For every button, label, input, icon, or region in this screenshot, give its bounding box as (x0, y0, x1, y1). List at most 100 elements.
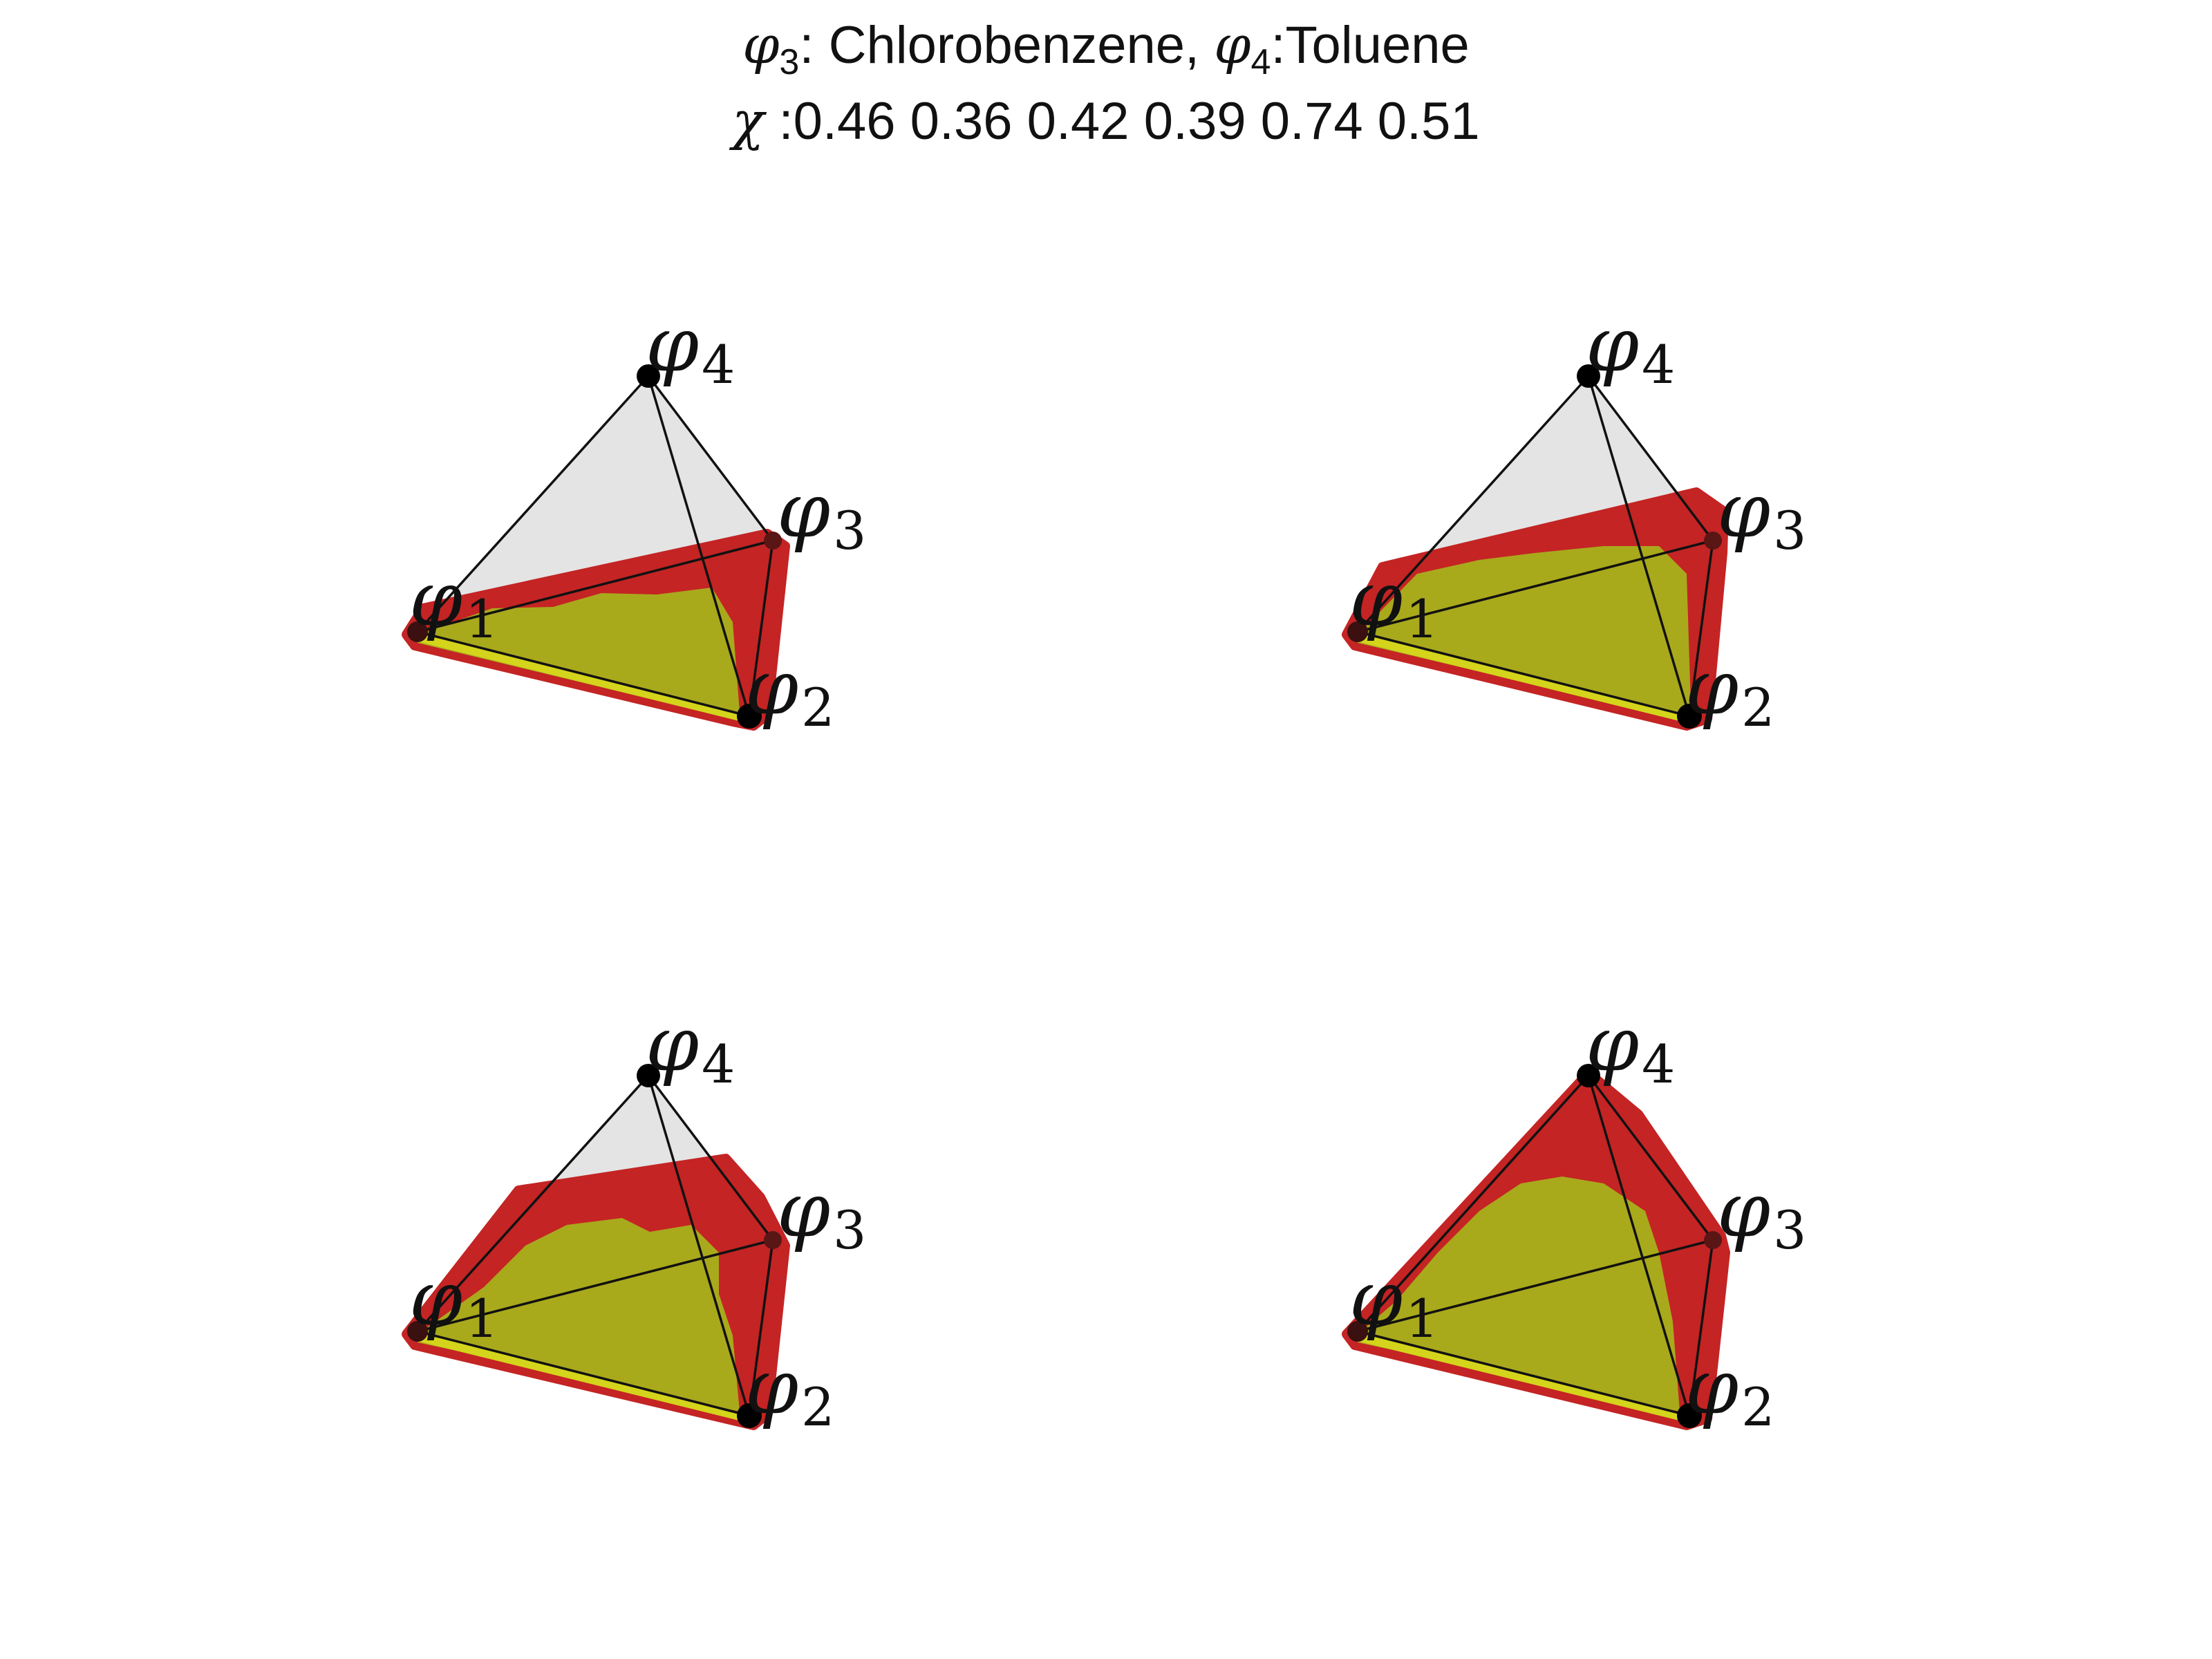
vertex-label-index: 1 (1405, 1288, 1438, 1349)
vertex-v2-dot (737, 704, 762, 729)
title-line-1: φ3: Chlorobenzene, φ4:Toluene (0, 14, 2212, 83)
vertex-label-symbol: φ (1685, 1342, 1738, 1431)
edge-v3-v4 (1587, 1074, 1714, 1241)
vertex-label-symbol: φ (777, 1165, 830, 1254)
phi3-symbol: φ (742, 14, 780, 75)
component-3-name: : Chlorobenzene, (799, 16, 1215, 75)
vertex-label-index: 3 (1773, 1199, 1806, 1261)
vertex-label-index: 4 (1642, 1033, 1675, 1095)
vertex-label-index: 3 (833, 1199, 866, 1261)
edge-v1-v3 (417, 539, 774, 633)
vertex-v2-dot (737, 1403, 762, 1428)
vertex-label-index: 3 (833, 500, 866, 561)
vertex-label-symbol: φ (1717, 466, 1770, 554)
vertex-label-index: 2 (801, 1376, 834, 1438)
phi4-subscript: 4 (1250, 42, 1271, 83)
vertex-label-symbol: φ (409, 554, 462, 643)
vertex-label-index: 1 (465, 588, 498, 650)
vertex-v1-dot (1347, 1321, 1368, 1342)
vertex-v1-dot (407, 621, 428, 642)
title-line-2: χ :0.46 0.36 0.42 0.39 0.74 0.51 (0, 90, 2212, 151)
component-4-name: :Toluene (1271, 16, 1470, 75)
vertex-v1-dot (407, 1321, 428, 1342)
stable-edge-strip (413, 1333, 747, 1421)
edge-v2-v3 (748, 540, 774, 717)
vertex-label-v3: φ3 (1717, 1165, 1806, 1261)
vertex-label-v4: φ4 (1586, 300, 1675, 395)
edge-v2-v3 (748, 1239, 774, 1416)
edge-v1-v2 (417, 1330, 750, 1417)
vertex-v2-dot (1677, 1403, 1702, 1428)
vertex-v3-dot (764, 1231, 782, 1249)
edge-v3-v4 (647, 375, 774, 542)
edge-v2-v4 (647, 375, 751, 717)
edge-v1-v3 (1357, 539, 1714, 633)
vertex-v4-dot (1577, 364, 1600, 388)
vertex-label-symbol: φ (1586, 300, 1639, 388)
vertex-label-index: 4 (702, 1033, 735, 1095)
vertex-label-index: 2 (1741, 1376, 1774, 1438)
chi-symbol: χ (732, 90, 765, 151)
vertex-v2-dot (1677, 704, 1702, 729)
vertex-label-v2: φ2 (745, 1342, 834, 1438)
edge-v2-v4 (1587, 1075, 1691, 1416)
vertex-label-v2: φ2 (1685, 1342, 1774, 1438)
vertex-v4-dot (637, 364, 660, 388)
vertex-v1-dot (1347, 621, 1368, 642)
vertex-label-index: 1 (465, 1288, 498, 1349)
edge-v1-v2 (1357, 1330, 1690, 1417)
edge-v3-v4 (1587, 375, 1714, 542)
stable-region (418, 588, 740, 719)
stable-edge-strip (1353, 633, 1687, 722)
edge-v1-v4 (416, 375, 650, 633)
vertex-label-symbol: φ (1717, 1165, 1770, 1254)
vertex-label-v1: φ1 (409, 554, 498, 650)
stable-region (1358, 546, 1691, 719)
vertex-label-v3: φ3 (1717, 466, 1806, 561)
vertex-label-v1: φ1 (1349, 554, 1438, 650)
vertex-label-index: 2 (1741, 677, 1774, 738)
vertex-label-index: 3 (1773, 500, 1806, 561)
vertex-label-v2: φ2 (745, 643, 834, 738)
vertex-label-symbol: φ (777, 466, 830, 554)
vertex-v3-dot (764, 532, 782, 550)
stable-edge-strip (413, 633, 747, 722)
edge-v2-v4 (647, 1075, 751, 1416)
vertex-v4-dot (1577, 1064, 1600, 1087)
vertex-label-symbol: φ (409, 1254, 462, 1342)
vertex-label-v1: φ1 (1349, 1254, 1438, 1349)
edge-v2-v4 (1587, 375, 1691, 717)
empty-face-region (418, 376, 773, 632)
edge-v1-v2 (1357, 630, 1690, 718)
vertex-label-index: 2 (801, 677, 834, 738)
vertex-label-index: 1 (1405, 588, 1438, 650)
vertex-label-v4: φ4 (1586, 1000, 1675, 1095)
vertex-label-symbol: φ (1586, 1000, 1639, 1088)
vertex-label-symbol: φ (1685, 643, 1738, 731)
vertex-label-symbol: φ (745, 1342, 798, 1431)
edge-v1-v4 (416, 1074, 650, 1333)
vertex-label-v2: φ2 (1685, 643, 1774, 738)
vertex-v4-dot (637, 1064, 660, 1087)
edge-v1-v3 (1357, 1239, 1714, 1333)
vertex-v3-dot (1704, 1231, 1722, 1249)
phi3-subscript: 3 (779, 42, 800, 83)
edge-v1-v2 (417, 630, 750, 718)
vertex-label-v4: φ4 (646, 1000, 735, 1095)
vertex-v3-dot (1704, 532, 1722, 550)
edge-v1-v3 (417, 1239, 774, 1333)
vertex-label-v3: φ3 (777, 466, 866, 561)
edge-v2-v3 (1688, 1239, 1714, 1416)
vertex-label-symbol: φ (646, 300, 699, 388)
vertex-label-index: 4 (1642, 334, 1675, 395)
vertex-label-symbol: φ (745, 643, 798, 731)
edge-v2-v3 (1688, 540, 1714, 717)
vertex-label-v3: φ3 (777, 1165, 866, 1261)
vertex-label-symbol: φ (646, 1000, 699, 1088)
vertex-label-v1: φ1 (409, 1254, 498, 1349)
